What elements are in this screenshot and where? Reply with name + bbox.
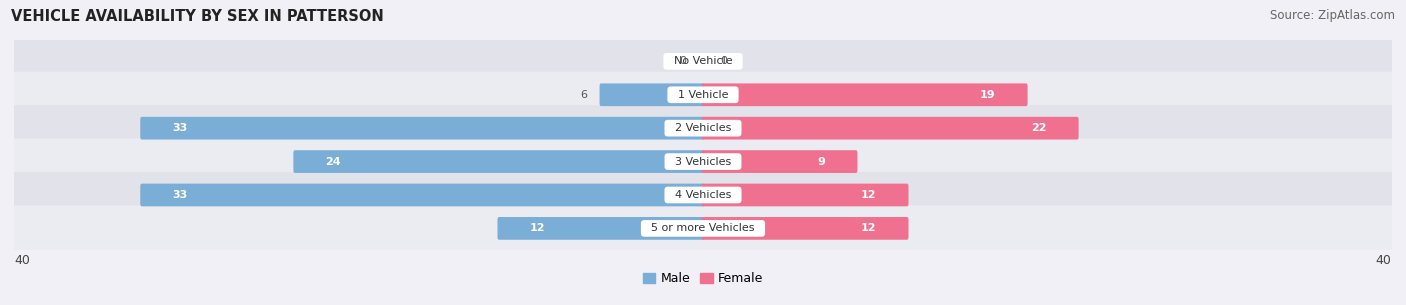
Text: 9: 9 <box>818 156 825 167</box>
Text: 12: 12 <box>860 190 876 200</box>
Text: 6: 6 <box>581 90 588 100</box>
Text: 3 Vehicles: 3 Vehicles <box>668 156 738 167</box>
FancyBboxPatch shape <box>141 117 704 139</box>
Legend: Male, Female: Male, Female <box>638 267 768 290</box>
FancyBboxPatch shape <box>8 72 1398 118</box>
Text: 12: 12 <box>530 223 546 233</box>
Text: 22: 22 <box>1031 123 1046 133</box>
Text: Source: ZipAtlas.com: Source: ZipAtlas.com <box>1270 9 1395 22</box>
FancyBboxPatch shape <box>8 138 1398 185</box>
FancyBboxPatch shape <box>8 205 1398 251</box>
FancyBboxPatch shape <box>702 83 1028 106</box>
FancyBboxPatch shape <box>702 184 908 206</box>
FancyBboxPatch shape <box>8 172 1398 218</box>
FancyBboxPatch shape <box>294 150 704 173</box>
Text: 24: 24 <box>325 156 342 167</box>
Text: 0: 0 <box>679 56 686 66</box>
FancyBboxPatch shape <box>702 150 858 173</box>
Text: 12: 12 <box>860 223 876 233</box>
FancyBboxPatch shape <box>141 184 704 206</box>
Text: VEHICLE AVAILABILITY BY SEX IN PATTERSON: VEHICLE AVAILABILITY BY SEX IN PATTERSON <box>11 9 384 24</box>
Text: 5 or more Vehicles: 5 or more Vehicles <box>644 223 762 233</box>
Text: 33: 33 <box>173 190 187 200</box>
FancyBboxPatch shape <box>599 83 704 106</box>
Text: 4 Vehicles: 4 Vehicles <box>668 190 738 200</box>
Text: 0: 0 <box>720 56 727 66</box>
Text: No Vehicle: No Vehicle <box>666 56 740 66</box>
Text: 33: 33 <box>173 123 187 133</box>
Text: 1 Vehicle: 1 Vehicle <box>671 90 735 100</box>
FancyBboxPatch shape <box>8 38 1398 84</box>
Text: 2 Vehicles: 2 Vehicles <box>668 123 738 133</box>
FancyBboxPatch shape <box>702 217 908 240</box>
FancyBboxPatch shape <box>498 217 704 240</box>
Text: 19: 19 <box>980 90 995 100</box>
FancyBboxPatch shape <box>702 117 1078 139</box>
FancyBboxPatch shape <box>8 105 1398 151</box>
